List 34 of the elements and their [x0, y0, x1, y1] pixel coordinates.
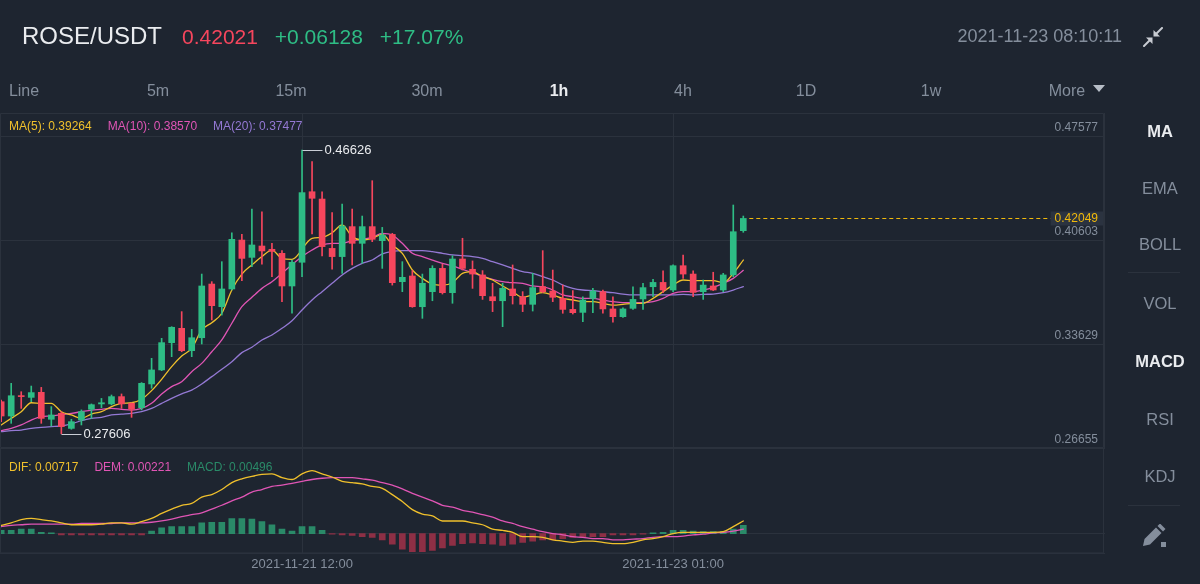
- text: KDJ: [1144, 466, 1176, 486]
- text: DEM: 0.00221: [94, 460, 172, 474]
- ref-line-label: 0.42049: [1054, 211, 1099, 226]
- text: MA: [1147, 121, 1173, 141]
- text: DIF: 0.00717: [9, 460, 79, 474]
- text: 1w: [920, 81, 942, 101]
- text: MA(5): 0.39264: [9, 119, 92, 133]
- text: 15m: [275, 81, 307, 101]
- text: 30m: [411, 81, 443, 101]
- annotation: 0.27606: [83, 426, 131, 442]
- text: 5m: [146, 81, 170, 101]
- text: MA(20): 0.37477: [213, 119, 303, 133]
- text: VOL: [1143, 293, 1177, 313]
- text: MACD: [1135, 351, 1185, 371]
- x-tick-label: 2021-11-23 01:00: [622, 555, 724, 571]
- text: 1D: [795, 81, 817, 101]
- y-tick-label: 0.26655: [1054, 432, 1099, 447]
- text: 4h: [674, 81, 692, 101]
- y-tick-label: 0.33629: [1054, 328, 1099, 343]
- text: BOLL: [1138, 234, 1182, 254]
- text: More: [1048, 81, 1086, 101]
- y-tick-label: 0.47577: [1054, 120, 1099, 135]
- x-tick-label: 2021-11-21 12:00: [251, 555, 353, 571]
- text: MA(10): 0.38570: [107, 119, 198, 133]
- y-tick-label: 0.40603: [1054, 224, 1099, 239]
- text: MACD: 0.00496: [187, 460, 273, 474]
- text: 2021-11-23 08:10:11: [957, 25, 1122, 47]
- chart-title: ROSE/USDT: [22, 21, 163, 51]
- text: RSI: [1146, 409, 1174, 429]
- chart-subtitle: 0.42021 +0.06128 +17.07%: [182, 25, 464, 48]
- text: EMA: [1142, 178, 1178, 198]
- annotation: 0.46626: [324, 142, 372, 158]
- text: 1h: [549, 81, 569, 101]
- text: Line: [8, 81, 40, 101]
